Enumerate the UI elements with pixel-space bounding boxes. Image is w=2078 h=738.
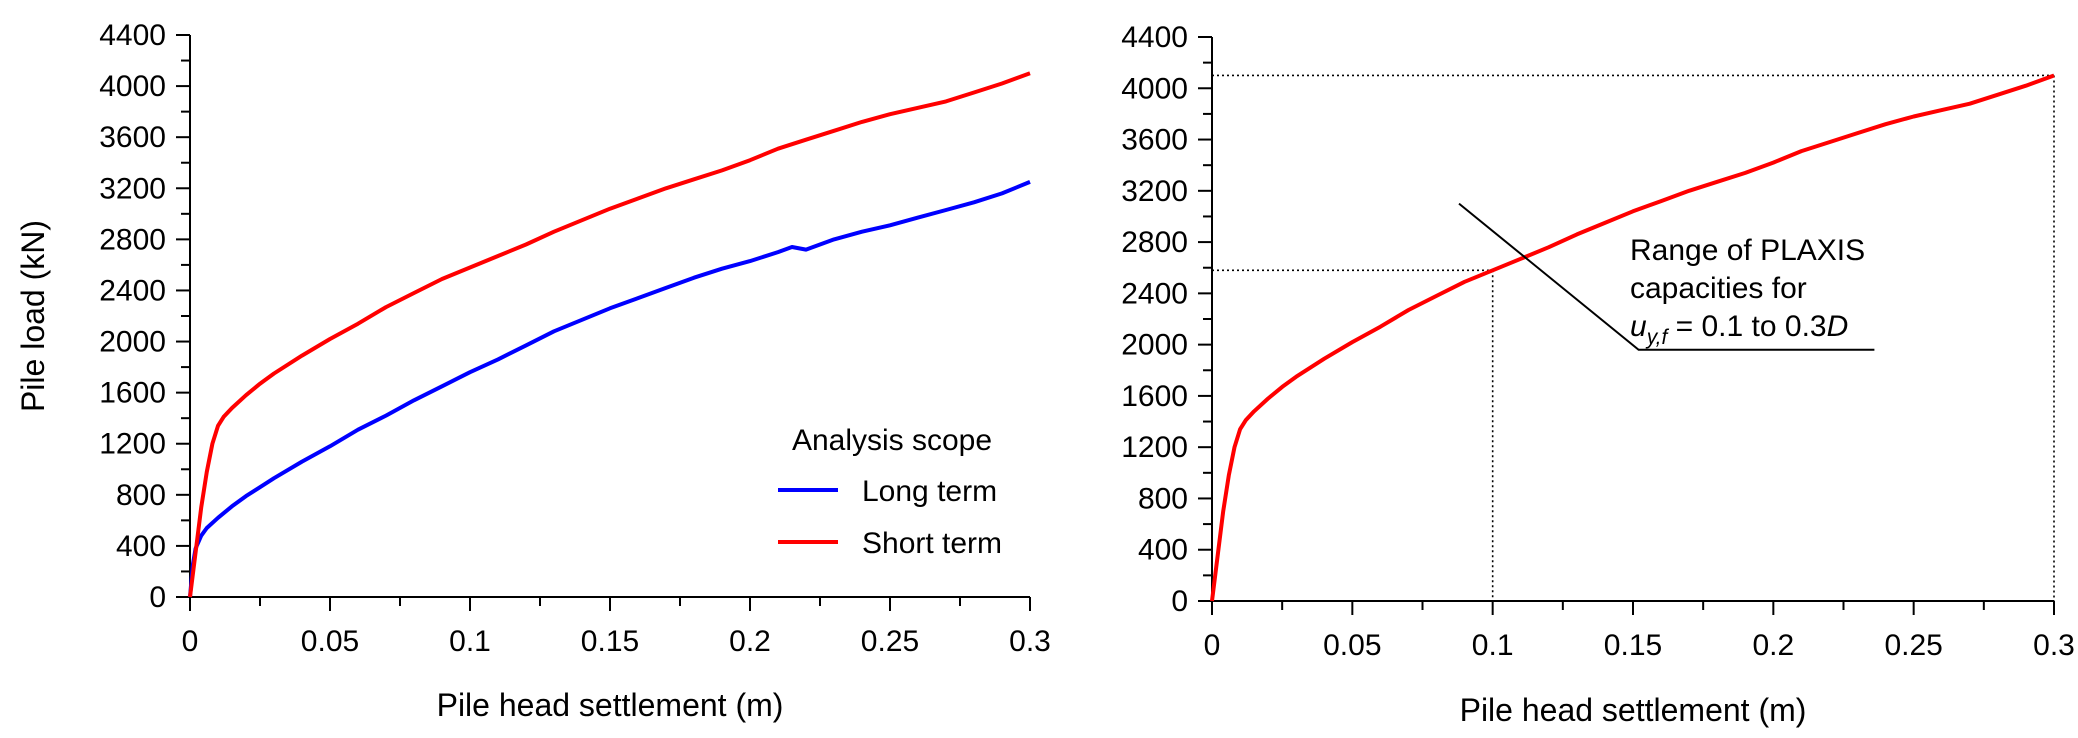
x-tick-label: 0.25 — [1884, 629, 1942, 662]
x-tick-label: 0.1 — [1472, 629, 1514, 662]
y-tick-label: 1200 — [99, 428, 166, 461]
series-line-short-term — [188, 71, 1031, 598]
x-tick-label: 0.05 — [1323, 629, 1381, 662]
formula-diameter: D — [1827, 310, 1849, 343]
right-series-layer — [1210, 73, 2055, 602]
annotation-leader-line — [1458, 202, 1875, 351]
y-tick-label: 2000 — [99, 326, 166, 359]
left-y-axis-label: Pile load (kN) — [15, 220, 51, 412]
y-tick-label: 0 — [149, 581, 166, 614]
y-tick-label: 2000 — [1121, 329, 1188, 362]
x-tick-label: 0 — [182, 625, 199, 658]
legend: Analysis scope Long term Short term — [778, 424, 1002, 560]
annotation-line-2: capacities for — [1630, 272, 1807, 305]
y-tick-label: 2400 — [99, 274, 166, 307]
left-y-ticks: 0 400 800 1200 1600 2000 2400 2800 3200 3600 4000 4… — [99, 19, 190, 614]
y-tick-label: 800 — [1138, 482, 1188, 515]
right-x-axis-label: Pile head settlement (m) — [1460, 692, 1807, 728]
annotation-line-1: Range of PLAXIS — [1630, 234, 1865, 267]
left-x-axis-label: Pile head settlement (m) — [437, 687, 784, 723]
y-tick-label: 1200 — [1121, 431, 1188, 464]
formula-range: = 0.1 to 0.3 — [1667, 310, 1826, 343]
right-chart-panel: 0 0.05 0.1 0.15 0.2 0.25 0.3 0 400 800 1200 1600 20… — [1121, 21, 2075, 728]
annotation: Range of PLAXIS capacities for uy,f = 0.… — [1458, 202, 1875, 351]
left-series-layer — [188, 71, 1031, 598]
right-x-ticks: 0 0.05 0.1 0.15 0.2 0.25 0.3 — [1204, 601, 2075, 662]
y-tick-label: 3200 — [1121, 175, 1188, 208]
x-tick-label: 0.2 — [729, 625, 771, 658]
y-tick-label: 2400 — [1121, 277, 1188, 310]
y-tick-label: 1600 — [99, 377, 166, 410]
x-tick-label: 0.1 — [449, 625, 491, 658]
annotation-formula: uy,f = 0.1 to 0.3D — [1630, 310, 1848, 349]
x-tick-label: 0.3 — [2033, 629, 2075, 662]
right-y-ticks: 0 400 800 1200 1600 2000 2400 2800 3200 3600 4000 4… — [1121, 21, 1212, 618]
left-chart-panel: 0 0.05 0.1 0.15 0.2 0.25 0.3 0 400 800 1200 1600 20… — [15, 19, 1051, 723]
y-tick-label: 0 — [1171, 585, 1188, 618]
y-tick-label: 3200 — [99, 172, 166, 205]
y-tick-label: 3600 — [1121, 124, 1188, 157]
reference-lines — [1212, 74, 2055, 601]
y-tick-label: 2800 — [99, 223, 166, 256]
y-tick-label: 4400 — [1121, 21, 1188, 54]
legend-title: Analysis scope — [792, 424, 992, 457]
x-tick-label: 0.05 — [301, 625, 359, 658]
y-tick-label: 400 — [1138, 534, 1188, 567]
x-tick-label: 0.15 — [1604, 629, 1662, 662]
formula-subscript: y,f — [1645, 326, 1670, 349]
y-tick-label: 1600 — [1121, 380, 1188, 413]
legend-label-long-term: Long term — [862, 475, 997, 508]
y-tick-label: 2800 — [1121, 226, 1188, 259]
x-tick-label: 0.25 — [861, 625, 919, 658]
y-tick-label: 800 — [116, 479, 166, 512]
series-line-long-term — [188, 180, 1031, 598]
x-tick-label: 0 — [1204, 629, 1221, 662]
x-tick-label: 0.15 — [581, 625, 639, 658]
x-tick-label: 0.2 — [1752, 629, 1794, 662]
y-tick-label: 4400 — [99, 19, 166, 52]
y-tick-label: 3600 — [99, 121, 166, 154]
x-tick-label: 0.3 — [1009, 625, 1051, 658]
y-tick-label: 4000 — [99, 70, 166, 103]
y-tick-label: 400 — [116, 530, 166, 563]
formula-variable: u — [1630, 310, 1647, 343]
legend-label-short-term: Short term — [862, 527, 1002, 560]
series-line-load-settlement — [1210, 73, 2055, 602]
y-tick-label: 4000 — [1121, 72, 1188, 105]
left-x-ticks: 0 0.05 0.1 0.15 0.2 0.25 0.3 — [182, 597, 1051, 658]
